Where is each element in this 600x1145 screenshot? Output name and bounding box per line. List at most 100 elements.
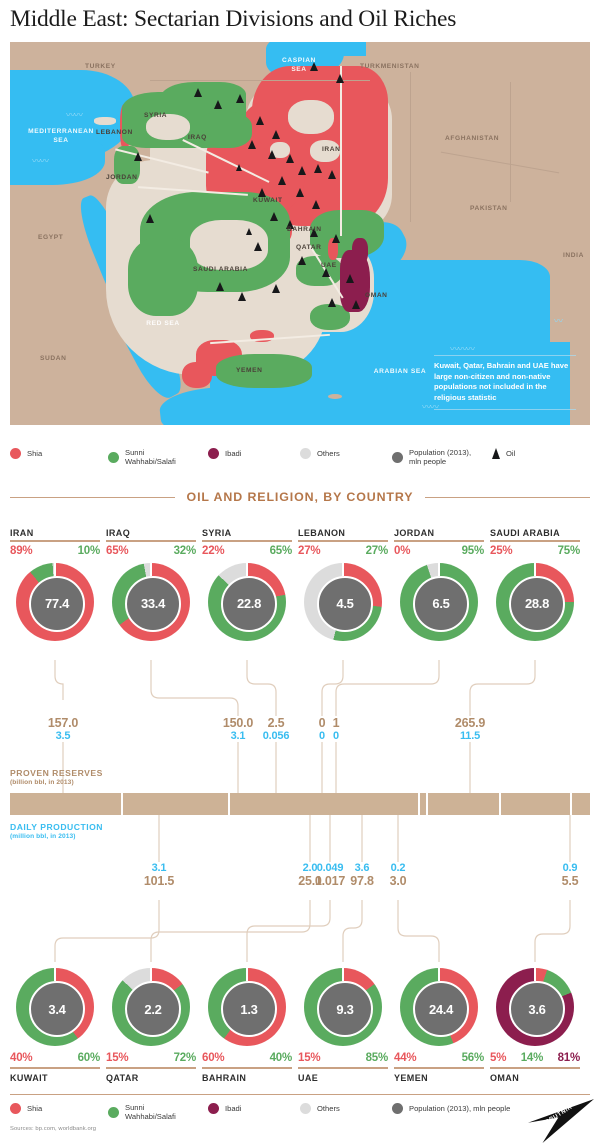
footer-divider (10, 1094, 590, 1095)
oil-triangle-icon (328, 170, 336, 179)
country-card-iran[interactable]: IRAN 89% 10% 77.4 (10, 528, 100, 641)
sunni-percent: 65% (269, 544, 293, 557)
country-card-oman[interactable]: 3.6 5% 14% 81% OMAN (490, 962, 580, 1083)
shia-percent: 65% (106, 544, 129, 557)
reserves-value: 0 (318, 716, 326, 730)
country-percentages: 22% 65% (202, 545, 292, 557)
map-label-oman: OMAN (365, 292, 388, 299)
wave-decor-icon: 〰〰 (66, 110, 83, 120)
production-value: 11.5 (459, 730, 480, 742)
oil-triangle-icon (328, 298, 336, 307)
proven-reserves-sub: (billion bbl, in 2013) (10, 779, 74, 786)
legend-item-ibadi: Ibadi (208, 1103, 241, 1114)
oil-triangle-icon (272, 130, 280, 139)
sunni-percent: 32% (173, 544, 197, 557)
oil-triangle-icon (272, 284, 280, 293)
legend-swatch (208, 1103, 219, 1114)
border-line-pak (440, 151, 560, 174)
map-sea-label: RED SEA (146, 320, 180, 327)
production-value: 3.1 (230, 730, 246, 742)
population-value: 33.4 (140, 596, 166, 611)
cyprus-shape (94, 117, 116, 125)
map-label-pakistan: PAKISTAN (470, 205, 508, 212)
donut-chart: 24.4 (400, 968, 478, 1046)
country-rule (10, 540, 100, 542)
legend-swatch (10, 1103, 21, 1114)
reserves-segment-kuwait (427, 793, 500, 815)
legend-item-shia: Shia (10, 448, 42, 459)
country-card-lebanon[interactable]: LEBANON 27% 27% 4.5 (298, 528, 388, 641)
country-card-syria[interactable]: SYRIA 22% 65% 22.8 (202, 528, 292, 641)
oil-triangle-icon (236, 94, 244, 103)
daily-production-label: DAILY PRODUCTION (million bbl, in 2013) (10, 822, 103, 840)
population-value: 3.4 (48, 1001, 66, 1017)
donut-chart: 22.8 (208, 562, 286, 641)
population-hub: 3.6 (509, 981, 565, 1037)
population-hub: 77.4 (29, 575, 85, 632)
sunni-percent: 95% (461, 544, 485, 557)
oil-triangle-icon (134, 152, 142, 161)
numbers-syria: 2.5 0.056 (236, 716, 316, 742)
oil-triangle-icon (270, 212, 278, 221)
shia-percent: 0% (394, 544, 411, 557)
population-value: 9.3 (336, 1001, 354, 1017)
map-label-turkey: TURKEY (85, 63, 116, 70)
country-percentages: 44% 56% (394, 1052, 484, 1064)
reserves-value: 0.017 (314, 874, 346, 888)
legend-label: Ibadi (225, 1103, 242, 1113)
numbers-qatar: 2.0 25.1 (270, 862, 350, 888)
country-name: SAUDI ARABIA (490, 528, 560, 538)
country-card-jordan[interactable]: JORDAN 0% 95% 6.5 (394, 528, 484, 641)
production-value: 0 (319, 730, 325, 742)
numbers-uae: 3.6 97.8 (322, 862, 402, 888)
legend-item-others: Others (300, 448, 340, 459)
map-label-kuwait: KUWAIT (253, 197, 283, 204)
reserves-value: 3.0 (389, 874, 407, 888)
section-heading: OIL AND RELIGION, BY COUNTRY (10, 489, 590, 505)
iraq-sunni-region (196, 112, 252, 148)
donut-chart: 28.8 (496, 562, 574, 641)
legend-top: Shia Sunni Wahhabi/Salafi Ibadi Others Popula… (10, 448, 590, 474)
sunni-percent: 72% (173, 1052, 197, 1064)
country-card-bahrain[interactable]: 1.3 60% 40% BAHRAIN (202, 962, 292, 1083)
legend-item-oil: Oil (492, 448, 515, 459)
production-value: 0.9 (562, 862, 578, 874)
donut-chart: 4.5 (304, 562, 382, 641)
country-card-uae[interactable]: 9.3 15% 85% UAE (298, 962, 388, 1083)
note-divider-top (434, 355, 576, 356)
country-card-iraq[interactable]: IRAQ 65% 32% 33.4 (106, 528, 196, 641)
donut-chart: 3.6 (496, 968, 574, 1046)
country-card-yemen[interactable]: 24.4 44% 56% YEMEN (394, 962, 484, 1083)
heading-rule-right (425, 496, 590, 498)
wave-decor-icon: 〰〰〰 (450, 344, 475, 354)
donut-chart: 3.4 (16, 968, 94, 1046)
population-value: 1.3 (240, 1001, 258, 1017)
iran-desert-patch-2 (310, 140, 340, 162)
legend-item-population-mln-people: Population (2013), mln people (392, 448, 471, 467)
oil-triangle-icon (236, 164, 242, 171)
wave-decor-icon: 〰 (554, 316, 563, 326)
sunni-percent: 75% (557, 544, 581, 557)
country-card-saudi-arabia[interactable]: SAUDI ARABIA 25% 75% 28.8 (490, 528, 580, 641)
note-divider-bottom (434, 409, 576, 410)
map-label-egypt: EGYPT (38, 234, 64, 241)
production-value: 0.049 (316, 862, 344, 874)
country-percentages: 5% 14% 81% (490, 1052, 580, 1064)
population-value: 77.4 (44, 596, 70, 611)
reserves-value: 150.0 (222, 716, 254, 730)
reserves-value: 101.5 (143, 874, 175, 888)
oil-triangle-icon (256, 116, 264, 125)
border-line-afg (410, 72, 411, 222)
map-label-jordan: JORDAN (106, 174, 138, 181)
reserves-value: 157.0 (47, 716, 79, 730)
population-hub: 6.5 (413, 575, 469, 632)
country-name: SYRIA (202, 528, 232, 538)
country-rule (490, 540, 580, 542)
oil-triangle-icon (194, 88, 202, 97)
country-card-kuwait[interactable]: 3.4 40% 60% KUWAIT (10, 962, 100, 1083)
country-percentages: 89% 10% (10, 545, 100, 557)
shia-percent: 25% (490, 544, 513, 557)
country-card-qatar[interactable]: 2.2 15% 72% QATAR (106, 962, 196, 1083)
country-rule (490, 1067, 580, 1069)
